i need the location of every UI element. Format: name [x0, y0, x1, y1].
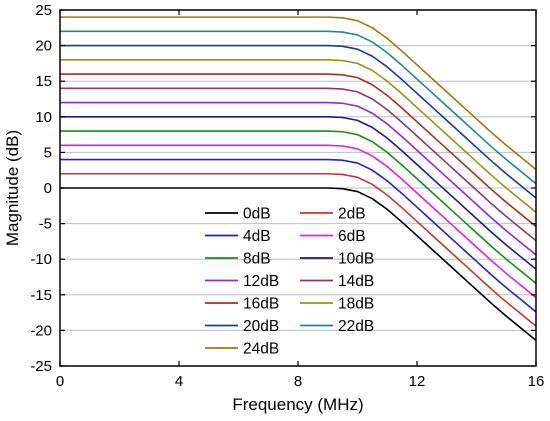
series-line-24dB — [60, 16, 536, 171]
x-tick-label: 12 — [409, 373, 426, 390]
legend-label-18dB: 18dB — [338, 296, 374, 313]
x-tick-label: 8 — [294, 373, 302, 390]
y-axis-title: Magnitude (dB) — [3, 130, 22, 246]
legend-label-22dB: 22dB — [338, 318, 374, 335]
y-tick-label: -10 — [30, 251, 52, 268]
legend-label-10dB: 10dB — [338, 251, 374, 268]
series-line-12dB — [60, 101, 536, 256]
series-line-10dB — [60, 116, 536, 270]
series-line-20dB — [60, 44, 536, 199]
legend-label-16dB: 16dB — [243, 296, 279, 313]
x-tick-label: 0 — [56, 373, 64, 390]
x-axis-title: Frequency (MHz) — [232, 395, 363, 414]
legend-label-0dB: 0dB — [243, 206, 271, 223]
y-tick-label: 10 — [35, 109, 52, 126]
series-line-2dB — [60, 172, 536, 327]
series-line-6dB — [60, 144, 536, 299]
legend-label-8dB: 8dB — [243, 251, 271, 268]
axis-ticks: -25 -20 -15 -10 -5 0 5 10 15 20 25 0 4 8 12 16 — [30, 2, 544, 390]
legend-label-4dB: 4dB — [243, 228, 271, 245]
y-tick-label: -15 — [30, 287, 52, 304]
legend-label-6dB: 6dB — [338, 228, 366, 245]
legend-label-24dB: 24dB — [243, 341, 279, 358]
series-line-0dB — [60, 187, 536, 341]
x-tick-label: 4 — [175, 373, 183, 390]
y-tick-label: 25 — [35, 2, 52, 19]
legend: 0dB 2dB 4dB 6dB 8dB 10dB 12dB 14dB 16dB 18dB 20dB 2… — [205, 206, 374, 358]
series-line-16dB — [60, 73, 536, 228]
series-line-22dB — [60, 30, 536, 185]
series-line-8dB — [60, 130, 536, 285]
y-tick-label: -5 — [39, 216, 52, 233]
y-tick-label: 20 — [35, 38, 52, 55]
legend-label-20dB: 20dB — [243, 318, 279, 335]
y-tick-label: -25 — [30, 358, 52, 375]
series-line-4dB — [60, 158, 536, 313]
y-tick-label: 5 — [44, 144, 52, 161]
y-tick-label: -20 — [30, 322, 52, 339]
y-tick-label: 0 — [44, 180, 52, 197]
x-tick-label: 16 — [528, 373, 545, 390]
series-lines — [60, 16, 536, 341]
legend-label-14dB: 14dB — [338, 273, 374, 290]
y-tick-label: 15 — [35, 73, 52, 90]
series-line-18dB — [60, 59, 536, 213]
series-line-14dB — [60, 87, 536, 242]
legend-label-2dB: 2dB — [338, 206, 366, 223]
legend-label-12dB: 12dB — [243, 273, 279, 290]
